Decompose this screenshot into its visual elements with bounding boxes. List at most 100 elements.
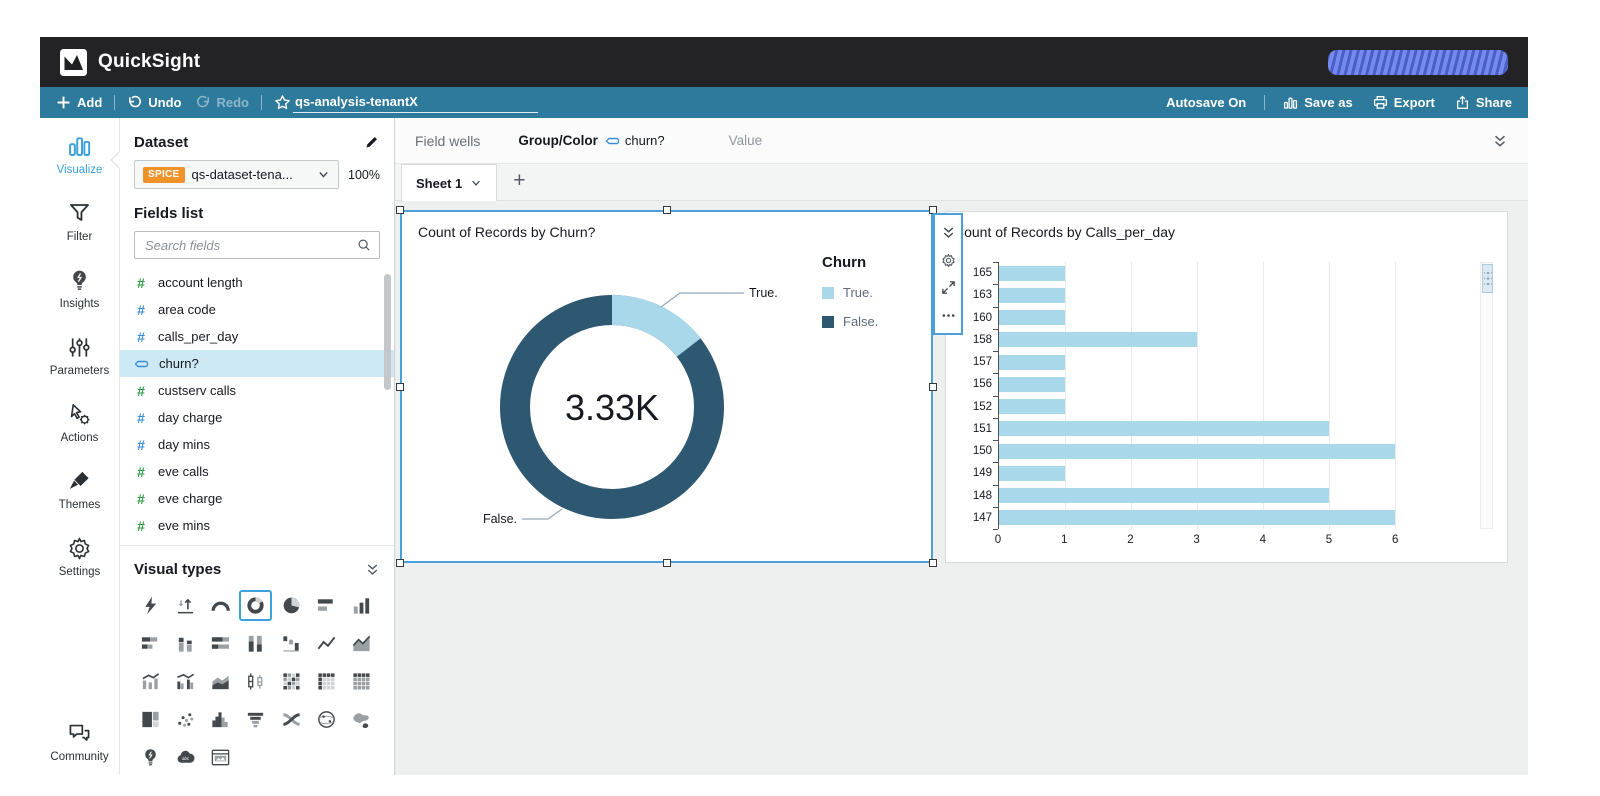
bar-163[interactable] bbox=[999, 288, 1065, 303]
bar-152[interactable] bbox=[999, 399, 1065, 414]
nav-item-insights[interactable]: Insights bbox=[60, 268, 100, 310]
favorite-star-icon[interactable] bbox=[274, 94, 291, 111]
field-item-eve-calls[interactable]: #eve calls bbox=[120, 458, 394, 485]
field-wells-bar[interactable]: Field wells Group/Color churn? Value bbox=[395, 118, 1528, 164]
add-sheet-button[interactable]: + bbox=[513, 166, 525, 200]
bar-156[interactable] bbox=[999, 377, 1065, 392]
visual-type-combo-bar-line-chart-icon[interactable] bbox=[134, 666, 167, 697]
field-item-churn-[interactable]: churn? bbox=[120, 350, 394, 377]
visual-type-horizontal-stacked-bar-chart-icon[interactable] bbox=[134, 628, 167, 659]
visual-type-waterfall-chart-icon[interactable] bbox=[275, 628, 308, 659]
dataset-selector[interactable]: SPICE qs-dataset-tena... bbox=[134, 160, 339, 189]
field-item-day-charge[interactable]: #day charge bbox=[120, 404, 394, 431]
resize-handle[interactable] bbox=[396, 206, 404, 214]
visual-type-combo-clustered-bar-line-chart-icon[interactable] bbox=[169, 666, 202, 697]
visual-type-stacked-area-chart-icon[interactable] bbox=[204, 666, 237, 697]
autosave-toggle[interactable]: Autosave On bbox=[1166, 95, 1246, 110]
nav-item-themes[interactable]: Themes bbox=[59, 469, 101, 511]
nav-item-settings[interactable]: Settings bbox=[59, 536, 101, 578]
legend-item-true[interactable]: True. bbox=[822, 285, 927, 300]
bar-165[interactable] bbox=[999, 266, 1065, 281]
collapse-field-wells-double-chevron-icon[interactable] bbox=[1492, 133, 1508, 149]
search-fields-input[interactable] bbox=[143, 237, 351, 254]
share-button[interactable]: Share bbox=[1455, 95, 1512, 110]
nav-item-parameters[interactable]: Parameters bbox=[50, 335, 109, 377]
visual-type-vertical-100-stacked-bar-chart-icon[interactable] bbox=[239, 628, 272, 659]
field-item-area-code[interactable]: #area code bbox=[120, 296, 394, 323]
bar-147[interactable] bbox=[999, 510, 1395, 525]
scrollbar-thumb[interactable] bbox=[1482, 264, 1493, 293]
resize-handle[interactable] bbox=[396, 383, 404, 391]
visual-type-gauge-icon[interactable] bbox=[204, 590, 237, 621]
field-item-day-mins[interactable]: #day mins bbox=[120, 431, 394, 458]
resize-handle[interactable] bbox=[929, 559, 937, 567]
visual-type-insights-icon[interactable] bbox=[134, 742, 167, 773]
add-button[interactable]: Add bbox=[56, 95, 102, 110]
bar-visual-scrollbar[interactable] bbox=[1480, 262, 1493, 529]
bar-150[interactable] bbox=[999, 444, 1395, 459]
maximize-visual-expand-icon[interactable] bbox=[941, 280, 956, 295]
field-item-eve-mins[interactable]: #eve mins bbox=[120, 512, 394, 539]
bar-160[interactable] bbox=[999, 310, 1065, 325]
field-item-eve-charge[interactable]: #eve charge bbox=[120, 485, 394, 512]
analysis-name-input[interactable]: qs-analysis-tenantX bbox=[293, 92, 538, 113]
undo-button[interactable]: Undo bbox=[127, 95, 181, 110]
nav-item-visualize[interactable]: Visualize bbox=[57, 134, 103, 176]
bar-151[interactable] bbox=[999, 421, 1329, 436]
visual-type-tree-map-icon[interactable] bbox=[134, 704, 167, 735]
visual-type-box-plot-icon[interactable] bbox=[239, 666, 272, 697]
bar-157[interactable] bbox=[999, 355, 1065, 370]
visual-type-area-line-chart-icon[interactable] bbox=[345, 628, 378, 659]
visual-type-pivot-table-icon[interactable] bbox=[310, 666, 343, 697]
visual-type-filled-map-icon[interactable] bbox=[345, 704, 378, 735]
bar-149[interactable] bbox=[999, 466, 1065, 481]
visual-type-word-cloud-icon[interactable]: abc bbox=[169, 742, 202, 773]
format-visual-gear-icon[interactable] bbox=[941, 253, 956, 268]
nav-item-actions[interactable]: Actions bbox=[61, 402, 99, 444]
visual-type-line-chart-icon[interactable] bbox=[310, 628, 343, 659]
field-item-calls-per-day[interactable]: #calls_per_day bbox=[120, 323, 394, 350]
collapse-double-chevron-icon[interactable] bbox=[365, 562, 380, 577]
visual-type-vertical-bar-chart-icon[interactable] bbox=[345, 590, 378, 621]
fields-scrollbar-thumb[interactable] bbox=[384, 274, 391, 390]
visual-type-horizontal-bar-chart-icon[interactable] bbox=[310, 590, 343, 621]
visual-type-pie-chart-icon[interactable] bbox=[275, 590, 308, 621]
visual-type-vertical-stacked-bar-chart-icon[interactable] bbox=[169, 628, 202, 659]
visual-type-funnel-chart-icon[interactable] bbox=[239, 704, 272, 735]
nav-item-community[interactable]: Community bbox=[50, 721, 108, 763]
bar-visual-card[interactable]: Count of Records by Calls_per_day 165163… bbox=[945, 211, 1508, 563]
legend-item-false[interactable]: False. bbox=[822, 314, 927, 329]
field-item-custserv-calls[interactable]: #custserv calls bbox=[120, 377, 394, 404]
export-button[interactable]: Export bbox=[1373, 95, 1435, 110]
visual-type-heat-map-icon[interactable] bbox=[275, 666, 308, 697]
donut-visual-card[interactable]: Count of Records by Churn? True. False. … bbox=[400, 210, 933, 563]
visual-type-donut-chart-icon[interactable] bbox=[239, 590, 272, 621]
collapse-visual-menu-double-chevron-icon[interactable] bbox=[941, 225, 956, 240]
field-item-account-length[interactable]: #account length bbox=[120, 269, 394, 296]
save-as-button[interactable]: Save as bbox=[1283, 95, 1352, 110]
visual-type-sankey-diagram-icon[interactable] bbox=[275, 704, 308, 735]
resize-handle[interactable] bbox=[929, 383, 937, 391]
group-color-well[interactable]: Group/Color churn? bbox=[518, 133, 664, 148]
value-well-label[interactable]: Value bbox=[729, 133, 763, 148]
nav-item-filter[interactable]: Filter bbox=[67, 201, 93, 243]
visual-type-horizontal-100-stacked-bar-chart-icon[interactable] bbox=[204, 628, 237, 659]
visual-type-histogram-icon[interactable] bbox=[204, 704, 237, 735]
visual-type-table-icon[interactable] bbox=[345, 666, 378, 697]
visual-types-grid: abc bbox=[134, 590, 380, 773]
edit-dataset-pencil-icon[interactable] bbox=[364, 134, 380, 150]
visual-type-scatter-plot-icon[interactable] bbox=[169, 704, 202, 735]
sheet-tab-active[interactable]: Sheet 1 bbox=[401, 164, 497, 201]
resize-handle[interactable] bbox=[396, 559, 404, 567]
resize-handle[interactable] bbox=[663, 559, 671, 567]
bar-158[interactable] bbox=[999, 332, 1197, 347]
redo-button[interactable]: Redo bbox=[196, 95, 250, 110]
bar-148[interactable] bbox=[999, 488, 1329, 503]
nav-item-label: Visualize bbox=[57, 164, 103, 176]
resize-handle[interactable] bbox=[663, 206, 671, 214]
visual-type-custom-visual-icon[interactable] bbox=[204, 742, 237, 773]
visual-type-points-on-map-icon[interactable] bbox=[310, 704, 343, 735]
visual-options-ellipsis-icon[interactable] bbox=[941, 308, 956, 323]
visual-type-kpi-icon[interactable] bbox=[169, 590, 202, 621]
visual-type-auto-graph-icon[interactable] bbox=[134, 590, 167, 621]
